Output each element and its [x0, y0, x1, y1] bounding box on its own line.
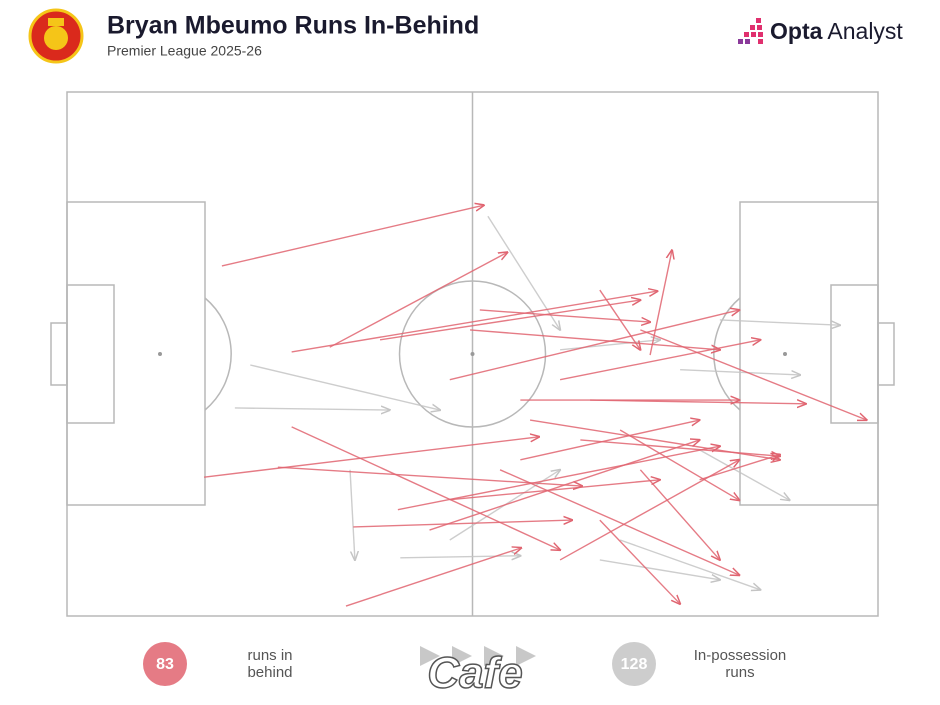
- chart-title: Bryan Mbeumo Runs In-Behind: [107, 12, 479, 40]
- run-arrow: [599, 519, 680, 604]
- legend-label: runs in behind: [247, 647, 292, 681]
- run-arrow: [379, 300, 640, 341]
- brand: Opta Analyst: [770, 18, 903, 44]
- run-arrow: [221, 205, 484, 267]
- run-arrow: [250, 364, 440, 410]
- run-arrow: [329, 252, 508, 348]
- run-arrow: [719, 319, 840, 325]
- brand-logo: [738, 18, 763, 44]
- run-arrow: [479, 309, 650, 322]
- chart-subtitle: Premier League 2025-26: [107, 43, 262, 59]
- run-arrow: [580, 439, 780, 456]
- run-arrow: [529, 419, 780, 460]
- run-arrow: [649, 250, 672, 356]
- brand-light: Analyst: [827, 18, 903, 44]
- legend-label: In-possession runs: [694, 647, 787, 681]
- run-arrow: [599, 289, 641, 350]
- legend-count: 83: [156, 656, 174, 673]
- run-arrow: [559, 460, 739, 561]
- run-arrow: [599, 559, 720, 580]
- run-arrow: [449, 310, 740, 381]
- run-arrow: [487, 215, 560, 330]
- run-arrow: [639, 469, 719, 560]
- run-arrow: [619, 429, 739, 500]
- legend-arrows-icon: [420, 646, 536, 666]
- run-arrow: [291, 426, 560, 550]
- club-crest: [28, 8, 84, 64]
- run-arrow: [449, 480, 660, 501]
- run-arrow: [234, 408, 390, 410]
- run-arrow: [559, 340, 760, 381]
- run-arrow: [353, 520, 572, 528]
- run-arrow: [203, 437, 539, 478]
- run-arrow: [699, 449, 790, 500]
- run-arrow: [560, 340, 660, 351]
- legend-bubble: [143, 642, 187, 686]
- brand-bold: Opta: [770, 18, 823, 44]
- run-arrow: [345, 548, 521, 607]
- run-arrow: [520, 420, 699, 461]
- legend-bubble: [612, 642, 656, 686]
- watermark: Cafe: [427, 649, 522, 698]
- run-arrow: [349, 469, 355, 560]
- run-arrow: [619, 539, 760, 590]
- run-arrow: [429, 440, 700, 531]
- run-arrow: [470, 329, 720, 350]
- run-arrow: [499, 469, 739, 575]
- run-arrow: [680, 369, 800, 375]
- run-arrow: [400, 556, 520, 558]
- legend-count: 128: [621, 656, 648, 673]
- run-arrow: [291, 291, 658, 353]
- run-arrow: [277, 466, 582, 486]
- pitch: [50, 91, 895, 617]
- run-arrow: [640, 329, 866, 420]
